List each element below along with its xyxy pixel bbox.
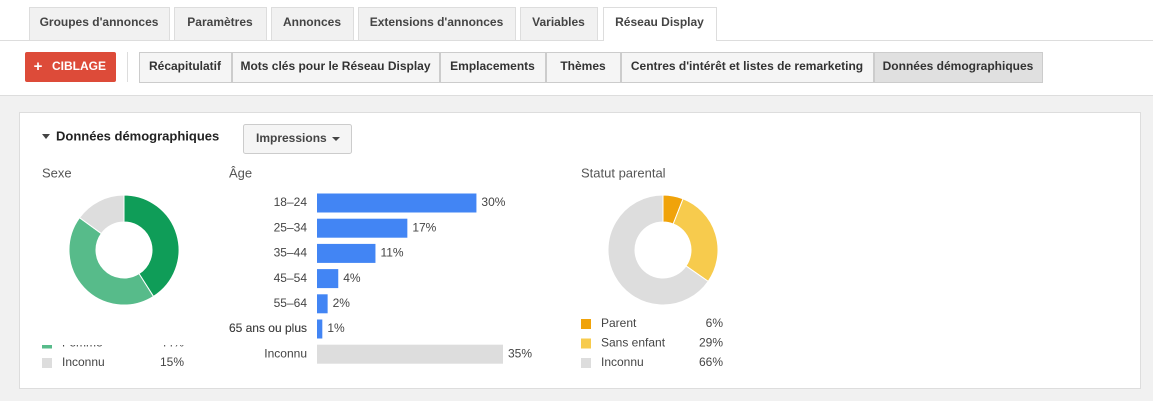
legend-value: 29% [699, 336, 723, 350]
tab[interactable] [29, 7, 170, 41]
subtab-label[interactable]: Emplacements [450, 59, 535, 73]
bar-category: 45–54 [274, 271, 308, 285]
legend-label: Inconnu [62, 355, 105, 369]
tab[interactable] [271, 7, 354, 41]
legend-swatch [581, 319, 591, 329]
card [19, 112, 1141, 389]
chart-title: Sexe [42, 165, 72, 180]
subtab-label[interactable]: Mots clés pour le Réseau Display [240, 59, 430, 73]
bar-value-label: 11% [380, 246, 403, 260]
legend-label: Inconnu [601, 355, 644, 369]
bar [317, 218, 408, 238]
bar-value-label: 30% [481, 195, 505, 209]
dropdown-caret [332, 137, 340, 141]
subtab[interactable] [546, 52, 621, 83]
panel-title: Données démographiques [56, 128, 219, 143]
subtab-label[interactable]: Récapitulatif [149, 59, 222, 73]
bar-value-label: 1% [327, 321, 345, 335]
bar-category: 18–24 [274, 195, 308, 209]
collapse-arrow[interactable] [42, 134, 50, 139]
legend-label: Parent [601, 316, 637, 330]
tab[interactable] [174, 7, 267, 41]
dropdown-label[interactable]: Impressions [256, 131, 327, 145]
subtab-label[interactable]: Données démographiques [883, 59, 1034, 73]
bar-value-label: 35% [508, 346, 532, 360]
legend-swatch [581, 358, 591, 368]
tab-label[interactable]: Extensions d'annonces [370, 15, 504, 29]
tab-label[interactable]: Annonces [283, 15, 341, 29]
subtab[interactable] [621, 52, 874, 83]
bar-category: 55–64 [274, 296, 308, 310]
bar-value-label: 17% [412, 220, 436, 234]
ciblage-button[interactable] [25, 52, 116, 82]
tab[interactable] [520, 7, 598, 41]
left-cover [20, 315, 228, 345]
donut-segment [78, 194, 125, 235]
legend-value: 6% [706, 316, 724, 330]
bar-category: 65 ans ou plus [229, 321, 307, 335]
subtab[interactable] [874, 52, 1043, 83]
legend-value: 15% [160, 355, 184, 369]
bar-category: 35–44 [274, 246, 308, 260]
plus-icon: + [34, 58, 43, 75]
bar [317, 269, 339, 289]
bar [317, 294, 328, 314]
tab[interactable] [603, 7, 717, 41]
tab-label[interactable]: Variables [532, 15, 585, 29]
legend-label: Sans enfant [601, 336, 666, 350]
donut-segment [123, 194, 180, 298]
legend-swatch [42, 358, 52, 368]
subtab[interactable] [440, 52, 546, 83]
legend-value: 66% [699, 355, 723, 369]
donut-segment [672, 198, 719, 283]
bar [317, 344, 503, 364]
chart-title: Statut parental [581, 165, 666, 180]
tab-label[interactable]: Groupes d'annonces [40, 15, 159, 29]
button-label[interactable]: CIBLAGE [52, 59, 106, 73]
bar-category: 25–34 [274, 220, 308, 234]
bar-value-label: 2% [333, 296, 351, 310]
bar-value-label: 4% [343, 271, 361, 285]
subtab-label[interactable]: Centres d'intérêt et listes de remarketi… [631, 59, 863, 73]
bar-category: 65 ans ou plus [229, 321, 307, 335]
legend-swatch [581, 338, 591, 349]
dropdown[interactable] [243, 124, 352, 154]
tab-label[interactable]: Réseau Display [615, 15, 704, 29]
tab[interactable] [358, 7, 516, 41]
subtab-label[interactable]: Thèmes [560, 59, 606, 73]
donut-segment [68, 216, 155, 306]
bar [317, 243, 376, 263]
bar [317, 193, 477, 213]
chart-title: Âge [229, 165, 252, 180]
bar-category: Inconnu [264, 346, 307, 360]
tab-label[interactable]: Paramètres [187, 15, 253, 29]
donut-segment [607, 194, 709, 306]
subtab[interactable] [232, 52, 440, 83]
subtab[interactable] [139, 52, 232, 83]
card-left-edge [0, 112, 19, 389]
bar [317, 319, 323, 339]
